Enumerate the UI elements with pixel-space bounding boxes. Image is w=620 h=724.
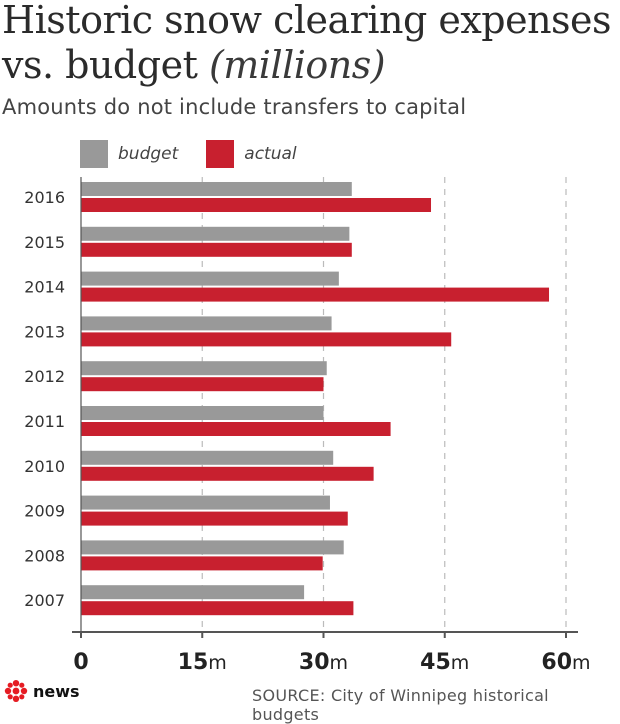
cbc-gem-icon [4, 680, 28, 702]
legend-item-actual: actual [206, 140, 297, 168]
x-tick-label-15: 15m [178, 650, 227, 675]
x-tick-number-15: 15 [178, 650, 209, 675]
brand-text: news [33, 681, 80, 701]
x-tick-number-30: 30 [299, 650, 330, 675]
x-tick-label-30: 30m [299, 650, 348, 675]
x-tick-number-0: 0 [73, 650, 88, 675]
bars [81, 182, 550, 616]
x-tick-label-60: 60m [541, 650, 590, 675]
x-tick-number-60: 60 [541, 650, 572, 675]
category-label-2013: 2013 [24, 322, 65, 341]
category-label-2012: 2012 [24, 367, 65, 386]
bar-budget-2014 [81, 271, 339, 286]
category-label-2016: 2016 [24, 188, 65, 207]
chart-subtitle: Amounts do not include transfers to capi… [2, 95, 467, 119]
bar-actual-2011 [81, 422, 391, 436]
x-tick-label-45: 45m [420, 650, 469, 675]
bar-budget-2008 [81, 540, 344, 555]
source-note: SOURCE: City of Winnipeg historical budg… [252, 686, 549, 724]
bar-actual-2013 [81, 332, 452, 347]
bar-budget-2015 [81, 226, 350, 241]
category-labels: 2016 2015 2014 2013 2012 2011 2010 2009 2008 2007 [24, 188, 65, 610]
bar-budget-2010 [81, 450, 334, 465]
category-label-2008: 2008 [24, 546, 65, 565]
x-tick-unit-15: m [208, 652, 227, 674]
legend: budget actual [80, 140, 325, 168]
x-tick-unit-45: m [451, 652, 470, 674]
category-label-2014: 2014 [24, 278, 65, 297]
bar-budget-2009 [81, 495, 330, 510]
chart-title-text: Historic snow clearing expenses vs. budg… [2, 0, 612, 87]
bar-budget-2013 [81, 316, 332, 331]
x-tick-label-0: 0 [73, 650, 88, 675]
legend-swatch-actual [206, 140, 235, 168]
chart-title-unit: (millions) [208, 43, 386, 87]
cbc-news-logo: news [2, 680, 80, 702]
bar-actual-2010 [81, 466, 374, 481]
bar-chart: 2016 2015 2014 2013 2012 2011 2010 2009 2008 2007… [24, 177, 591, 675]
category-label-2011: 2011 [24, 412, 65, 431]
x-tick-number-45: 45 [420, 650, 451, 675]
category-label-2015: 2015 [24, 233, 65, 252]
bar-actual-2009 [81, 511, 348, 526]
legend-label-budget: budget [118, 144, 179, 164]
bar-budget-2016 [81, 182, 352, 196]
chart-title: Historic snow clearing expenses vs. budg… [2, 0, 618, 88]
legend-swatch-budget [80, 140, 108, 168]
bar-actual-2015 [81, 242, 352, 257]
bar-actual-2016 [81, 198, 432, 212]
category-label-2007: 2007 [24, 591, 65, 610]
bar-actual-2012 [81, 377, 324, 392]
bar-budget-2011 [81, 406, 324, 420]
bar-budget-2012 [81, 361, 327, 376]
x-tick-labels: 0 15m 30m 45m 60m [73, 650, 590, 675]
x-tick-unit-30: m [330, 652, 349, 674]
category-label-2010: 2010 [24, 457, 65, 476]
legend-item-budget: budget [80, 140, 178, 168]
legend-label-actual: actual [244, 144, 297, 164]
bar-actual-2014 [81, 287, 550, 302]
bar-budget-2007 [81, 585, 305, 600]
x-tick-unit-60: m [572, 652, 591, 674]
bar-actual-2008 [81, 556, 323, 571]
bar-actual-2007 [81, 601, 354, 616]
category-label-2009: 2009 [24, 502, 65, 521]
x-axis [72, 177, 578, 638]
